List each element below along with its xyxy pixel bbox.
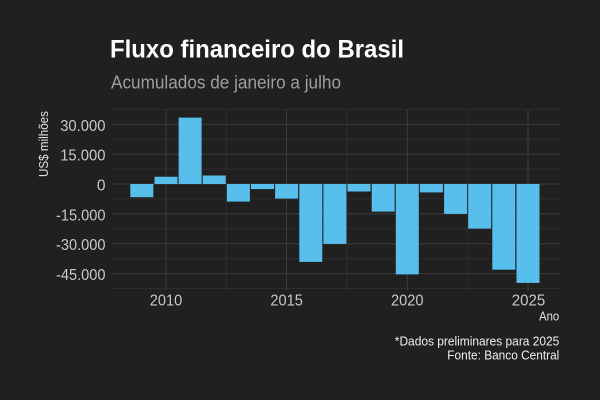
svg-text:Acumulados de janeiro a julho: Acumulados de janeiro a julho bbox=[111, 71, 341, 92]
svg-text:2020: 2020 bbox=[391, 293, 424, 310]
svg-text:-15.000: -15.000 bbox=[56, 207, 106, 224]
svg-text:2025: 2025 bbox=[512, 293, 546, 310]
svg-text:Ano: Ano bbox=[539, 308, 559, 323]
svg-text:2010: 2010 bbox=[150, 293, 183, 310]
svg-text:30.000: 30.000 bbox=[60, 118, 106, 135]
svg-text:-30.000: -30.000 bbox=[56, 237, 106, 254]
svg-text:-45.000: -45.000 bbox=[56, 267, 106, 284]
svg-text:*Dados preliminares para 2025: *Dados preliminares para 2025 bbox=[395, 334, 560, 348]
svg-text:0: 0 bbox=[97, 178, 106, 195]
svg-text:2015: 2015 bbox=[270, 293, 303, 310]
svg-text:US$ milhões: US$ milhões bbox=[37, 111, 51, 177]
svg-text:Fonte: Banco Central: Fonte: Banco Central bbox=[447, 348, 559, 362]
svg-text:Fluxo financeiro do Brasil: Fluxo financeiro do Brasil bbox=[110, 36, 404, 64]
svg-text:15.000: 15.000 bbox=[60, 148, 106, 165]
